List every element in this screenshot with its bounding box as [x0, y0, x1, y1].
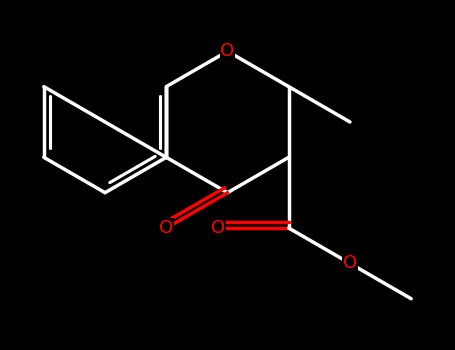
- Text: O: O: [220, 42, 235, 60]
- Text: O: O: [159, 219, 173, 237]
- Text: O: O: [211, 219, 225, 237]
- Text: O: O: [343, 254, 357, 272]
